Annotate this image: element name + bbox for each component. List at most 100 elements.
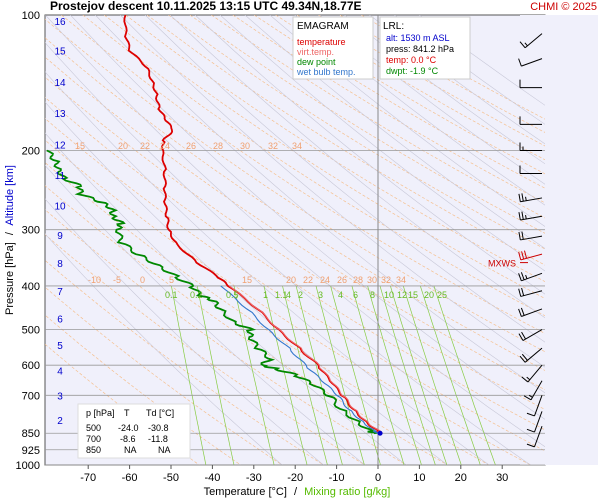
wind-barb-flag	[518, 252, 522, 260]
moist-adiabat	[95, 15, 545, 394]
wind-barb-half-flag	[526, 376, 531, 381]
axes: 1002003004005006007008509251000234567891…	[16, 10, 509, 484]
wind-barb-shaft	[520, 215, 543, 221]
wind-barb	[518, 272, 543, 282]
wind-barb	[518, 193, 543, 203]
temperature-tick-label: -40	[204, 472, 220, 484]
chart-title: Prostejov descent 10.11.2025 13:15 UTC 4…	[50, 0, 362, 13]
copyright-link[interactable]: CHMI © 2025	[530, 1, 597, 13]
wind-barb-half-flag	[528, 394, 533, 398]
x-axis-label-mixing: Mixing ratio [g/kg]	[304, 486, 390, 498]
mixing-ratio-label: 0.5	[226, 290, 239, 300]
wind-barb	[518, 58, 543, 67]
table-cell: 500	[86, 423, 101, 433]
wind-barb-flag	[519, 41, 526, 49]
moist-adiabat	[294, 15, 545, 206]
wind-barb-shaft	[522, 329, 543, 341]
wind-barb-shaft	[524, 347, 543, 363]
dry-adiabat-label: 20	[286, 275, 296, 285]
wind-barb-half-flag	[524, 42, 528, 47]
dry-adiabat-label: -10	[88, 275, 101, 285]
mixing-ratio-label: 1.1	[275, 290, 288, 300]
legend-item-wet-bulb: wet bulb temp.	[296, 67, 356, 77]
wind-barb-shaft	[520, 290, 543, 297]
dry-adiabat-label: 34	[292, 141, 302, 151]
dry-adiabat-label: 30	[240, 141, 250, 151]
lrl-title: LRL:	[383, 21, 404, 32]
temperature-tick-label: 10	[413, 472, 425, 484]
wind-barb-flag	[519, 355, 526, 363]
altitude-tick-label: 13	[54, 109, 66, 120]
dry-adiabat-label: 24	[320, 275, 330, 285]
mixing-ratio-label: 0.2	[190, 290, 203, 300]
wind-barb-panel	[520, 15, 598, 465]
dry-adiabat-label: 34	[396, 275, 406, 285]
wind-barb-flag	[518, 193, 521, 202]
sounding-curves	[46, 15, 383, 436]
wind-barb-flag	[518, 58, 522, 67]
moist-adiabat	[120, 15, 545, 368]
temperature-tick-label: -70	[80, 472, 96, 484]
wind-barb-flag	[521, 376, 529, 383]
dry-adiabat-label: 24	[160, 141, 170, 151]
table-cell: -24.0	[118, 423, 139, 433]
altitude-tick-label: 8	[57, 259, 63, 270]
wind-barb	[519, 33, 543, 49]
dry-adiabat	[45, 76, 545, 410]
lrl-box: LRL: alt: 1530 m ASL press: 841.2 hPa te…	[379, 16, 471, 80]
table-header-td: Td [°C]	[146, 408, 174, 418]
table-cell: -8.6	[120, 434, 136, 444]
wind-barb-shaft	[534, 426, 543, 448]
wind-barb-flag	[518, 333, 524, 341]
altitude-tick-label: 3	[57, 391, 63, 402]
lrl-dwpt: dwpt: -1.9 °C	[386, 66, 439, 76]
x-axis-label-temperature: Temperature [°C]	[204, 486, 287, 498]
wind-barb	[518, 287, 543, 297]
table-header-p: p [hPa]	[86, 408, 115, 418]
dry-adiabat	[232, 15, 545, 204]
wind-barb	[519, 116, 542, 125]
wind-barb-half-flag	[525, 196, 527, 201]
wind-barb-half-flag	[525, 274, 528, 279]
wind-barb	[526, 426, 543, 448]
moist-adiabat	[244, 15, 545, 249]
altitude-tick-label: 6	[57, 314, 63, 325]
legend-item-temperature: temperature	[297, 37, 346, 47]
wind-barb	[521, 364, 543, 383]
altitude-tick-label: 16	[54, 17, 66, 28]
pressure-tick-label: 300	[22, 225, 40, 237]
mixing-ratio-label: 3	[318, 290, 323, 300]
mixing-ratio-label: 4	[286, 290, 291, 300]
altitude-tick-label: 12	[54, 141, 66, 152]
y-axis-label-altitude: Altitude [km]	[4, 165, 16, 226]
altitude-tick-label: 9	[57, 231, 63, 242]
mixing-ratio-label: 6	[353, 290, 358, 300]
legend-title: EMAGRAM	[297, 21, 349, 32]
y-axis-label-pressure: Pressure [hPa]	[4, 242, 16, 315]
mixing-ratio-label: 12	[397, 290, 407, 300]
altitude-tick-label: 10	[54, 201, 66, 212]
moist-adiabat	[144, 15, 545, 343]
moist-adiabat	[169, 15, 545, 319]
mixing-ratio-label: 15	[408, 290, 418, 300]
table-cell: 700	[86, 434, 101, 444]
pressure-tick-label: 500	[22, 325, 40, 337]
plot-area	[44, 14, 546, 466]
x-axis-label: Temperature [°C] / Mixing ratio [g/kg]	[204, 486, 391, 498]
dry-adiabat-label: 28	[213, 141, 223, 151]
lrl-press: press: 841.2 hPa	[386, 44, 454, 54]
wind-barb-flag	[518, 288, 522, 297]
dry-adiabat-label: 22	[140, 141, 150, 151]
legend-item-virt-temp: virt.temp.	[297, 47, 334, 57]
altitude-tick-label: 2	[57, 416, 63, 427]
wind-barb-flag	[521, 193, 524, 202]
wind-barb	[523, 380, 543, 401]
altitude-tick-label: 15	[54, 47, 66, 58]
dry-adiabat-label: -5	[113, 275, 121, 285]
launch-point-marker	[377, 430, 383, 436]
table-cell: -11.8	[148, 434, 168, 444]
wind-barb-flag	[526, 428, 535, 433]
wind-barb-flag	[526, 443, 535, 448]
dry-adiabat-label: 5	[169, 275, 174, 285]
